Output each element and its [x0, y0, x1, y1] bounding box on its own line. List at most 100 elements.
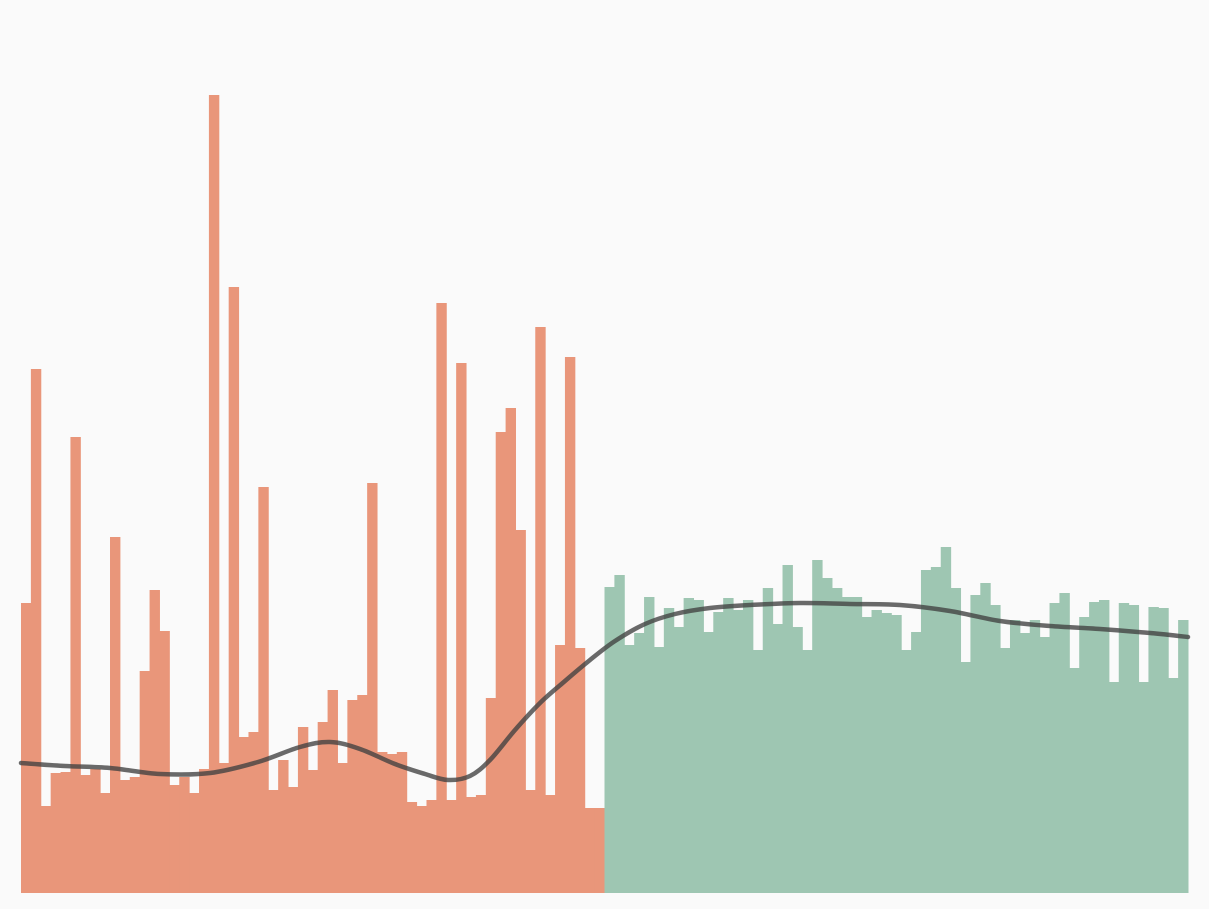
- bar: [901, 650, 912, 893]
- bar: [624, 645, 635, 893]
- bar: [317, 722, 329, 893]
- bar: [950, 588, 962, 893]
- bar: [228, 287, 240, 893]
- bar: [248, 732, 259, 893]
- bar: [218, 763, 230, 893]
- trend-line: [18, 600, 1191, 783]
- bar: [564, 357, 576, 893]
- bar: [920, 570, 932, 893]
- bar: [1009, 620, 1021, 893]
- bar: [416, 806, 427, 893]
- bar: [110, 537, 121, 893]
- bar: [1118, 603, 1130, 893]
- bar: [604, 587, 615, 893]
- bar: [1168, 678, 1179, 893]
- bar: [1019, 633, 1031, 893]
- segment-1-bars: [21, 95, 605, 893]
- bar: [505, 408, 516, 893]
- bar: [238, 737, 249, 893]
- bar: [199, 769, 210, 893]
- bar: [70, 437, 81, 893]
- bar: [634, 633, 645, 893]
- bar: [792, 627, 803, 893]
- bar: [1148, 607, 1159, 893]
- bar: [446, 800, 457, 893]
- bar: [149, 590, 160, 893]
- bar: [515, 530, 526, 893]
- bar: [752, 650, 764, 893]
- bar: [713, 612, 724, 893]
- bar: [891, 615, 902, 893]
- bar: [1128, 605, 1140, 893]
- bar: [396, 752, 408, 893]
- bar: [653, 647, 665, 893]
- bar: [90, 769, 101, 893]
- bar: [1069, 668, 1080, 893]
- bar: [693, 600, 704, 893]
- bar: [456, 363, 467, 893]
- bar: [139, 671, 151, 893]
- bar: [426, 800, 437, 893]
- bar: [1178, 620, 1189, 893]
- bar: [683, 598, 695, 893]
- bar: [337, 763, 348, 893]
- bar: [1098, 600, 1110, 893]
- bar: [960, 662, 971, 893]
- bar: [50, 773, 62, 893]
- bar: [288, 787, 299, 893]
- bar: [21, 603, 32, 893]
- bar: [940, 547, 952, 893]
- bar: [367, 483, 378, 893]
- bar: [60, 772, 71, 893]
- bar: [822, 578, 833, 893]
- bar: [386, 754, 398, 893]
- bar: [436, 303, 447, 893]
- bar: [742, 600, 754, 893]
- bar: [802, 650, 813, 893]
- bar: [772, 624, 784, 893]
- bar: [851, 597, 863, 893]
- bar: [495, 432, 507, 893]
- bar: [1029, 620, 1041, 893]
- bar: [80, 775, 91, 893]
- bar: [485, 698, 497, 893]
- bar: [268, 790, 279, 893]
- bar: [1000, 648, 1011, 893]
- bar: [841, 597, 853, 893]
- bar: [1039, 637, 1051, 893]
- bar: [159, 631, 170, 893]
- bar: [1079, 617, 1090, 893]
- bar: [119, 780, 131, 893]
- bar: [1158, 608, 1169, 893]
- bar: [377, 752, 388, 893]
- bar: [980, 583, 991, 893]
- bar: [258, 487, 269, 893]
- bar: [525, 790, 536, 893]
- bar: [673, 627, 685, 893]
- bar: [169, 785, 180, 893]
- bar: [555, 645, 566, 893]
- bar: [871, 610, 882, 893]
- bar: [990, 605, 1001, 893]
- bar: [307, 770, 319, 893]
- bar: [881, 613, 892, 893]
- bar: [663, 608, 675, 893]
- bar: [1138, 682, 1149, 893]
- segment-2-bars: [604, 547, 1189, 893]
- bar: [930, 567, 942, 893]
- bar: [30, 369, 42, 893]
- bar: [723, 598, 734, 893]
- bar: [535, 327, 546, 893]
- bar: [861, 617, 873, 893]
- bar: [1108, 682, 1120, 893]
- bar: [911, 632, 922, 893]
- bar: [545, 795, 556, 893]
- bar: [594, 808, 605, 893]
- bar: [644, 597, 655, 893]
- bar: [189, 793, 200, 893]
- bar: [1089, 602, 1100, 893]
- bar: [297, 727, 309, 893]
- bar: [584, 808, 596, 893]
